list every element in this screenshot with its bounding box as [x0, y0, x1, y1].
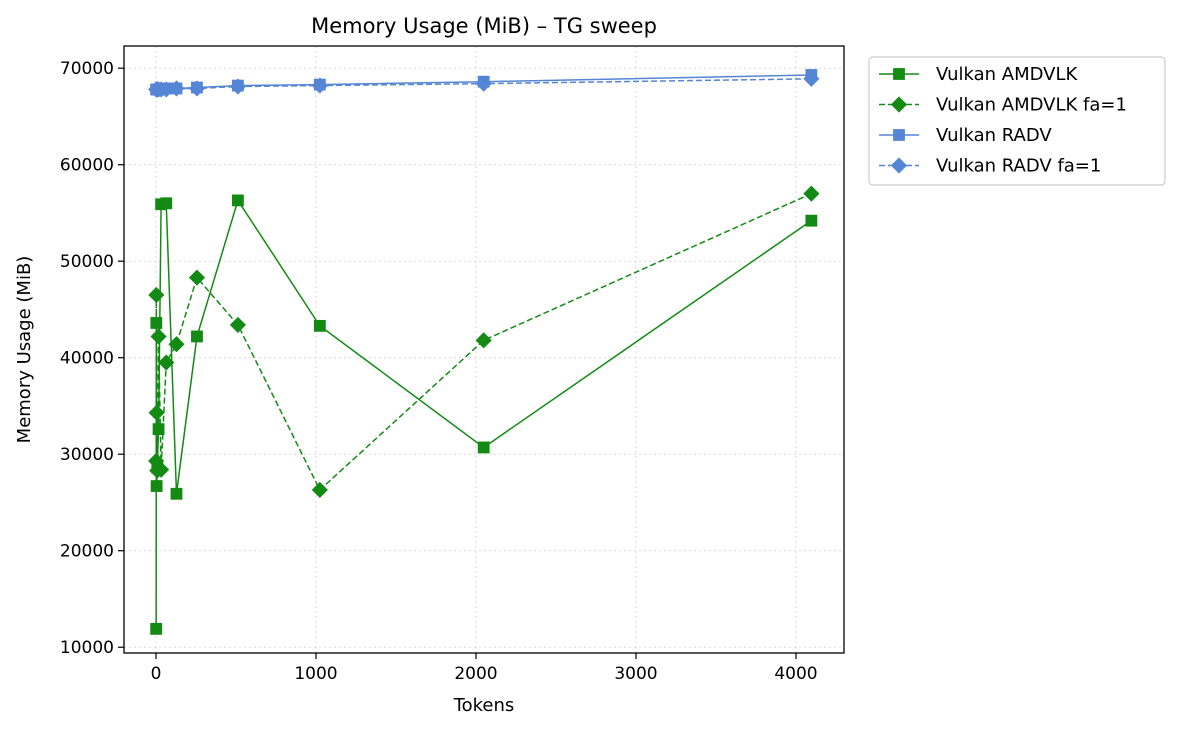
- series-2-point: [311, 481, 328, 498]
- x-tick-label: 0: [151, 664, 162, 684]
- legend-box: [868, 56, 1166, 186]
- series-1-point: [805, 214, 818, 227]
- series-2-point: [168, 336, 185, 353]
- y-tick-label: 40000: [60, 349, 114, 369]
- series-1-point: [477, 441, 490, 454]
- y-tick-label: 50000: [60, 252, 114, 272]
- x-tick-label: 2000: [454, 664, 497, 684]
- series-4-point: [311, 77, 328, 94]
- series-1-point: [191, 330, 203, 343]
- legend-entry: Vulkan AMDVLK fa=1: [879, 95, 1127, 116]
- x-axis-label: Tokens: [453, 695, 515, 716]
- series-2-point: [150, 328, 167, 345]
- series-2-point: [188, 269, 206, 286]
- series-4-point: [475, 75, 492, 92]
- y-tick-label: 70000: [60, 59, 114, 79]
- series-2-point: [148, 404, 165, 421]
- series-1-point: [170, 487, 183, 500]
- series-2-point: [229, 316, 246, 333]
- legend-label: Vulkan AMDVLK fa=1: [936, 95, 1127, 116]
- y-tick-label: 30000: [60, 445, 114, 465]
- series-2: [148, 185, 820, 498]
- series-1-point: [152, 423, 165, 436]
- series-2-point: [803, 185, 820, 202]
- axis-ticks: 0 1000 2000 3000 4000 10000 20000 30000 40000 500…: [60, 59, 818, 684]
- x-tick-label: 4000: [774, 664, 817, 684]
- series-4: [148, 70, 820, 98]
- series-2-point: [148, 286, 165, 304]
- legend-swatch-point: [893, 129, 905, 141]
- legend-swatch-point: [890, 96, 908, 113]
- series-4-point: [229, 78, 246, 95]
- x-tick-label: 3000: [614, 664, 657, 684]
- legend: Vulkan AMDVLK Vulkan AMDVLK fa=1 Vulkan RA…: [868, 56, 1166, 186]
- legend-label: Vulkan RADV fa=1: [936, 156, 1101, 177]
- x-tick-label: 1000: [294, 664, 337, 684]
- series-2-point: [158, 354, 175, 371]
- series-2-point: [475, 332, 492, 349]
- y-tick-label: 60000: [60, 156, 114, 176]
- series-4-point: [168, 80, 185, 97]
- series-1-point: [313, 319, 326, 332]
- y-tick-label: 10000: [60, 638, 114, 658]
- legend-entry: Vulkan AMDVLK: [879, 64, 1078, 85]
- series-4-point: [188, 80, 206, 97]
- series-1-point: [160, 197, 173, 210]
- series-2-point: [153, 461, 170, 478]
- y-tick-label: 20000: [60, 542, 114, 562]
- legend-label: Vulkan AMDVLK: [936, 64, 1078, 85]
- legend-swatch-point: [890, 157, 908, 174]
- series-1-point: [150, 622, 163, 635]
- series-1-point: [232, 194, 244, 207]
- series-1-point: [150, 480, 163, 492]
- legend-swatch-point: [893, 68, 905, 80]
- legend-label: Vulkan RADV: [936, 125, 1052, 146]
- series-4-point: [803, 70, 820, 87]
- chart-title: Memory Usage (MiB) – TG sweep: [311, 14, 657, 38]
- y-axis-label: Memory Usage (MiB): [14, 256, 35, 444]
- grid: [124, 46, 844, 653]
- legend-entry: Vulkan RADV fa=1: [879, 156, 1101, 177]
- legend-entry: Vulkan RADV: [879, 125, 1052, 146]
- plot-series: [148, 69, 820, 635]
- plot-frame: [123, 45, 845, 654]
